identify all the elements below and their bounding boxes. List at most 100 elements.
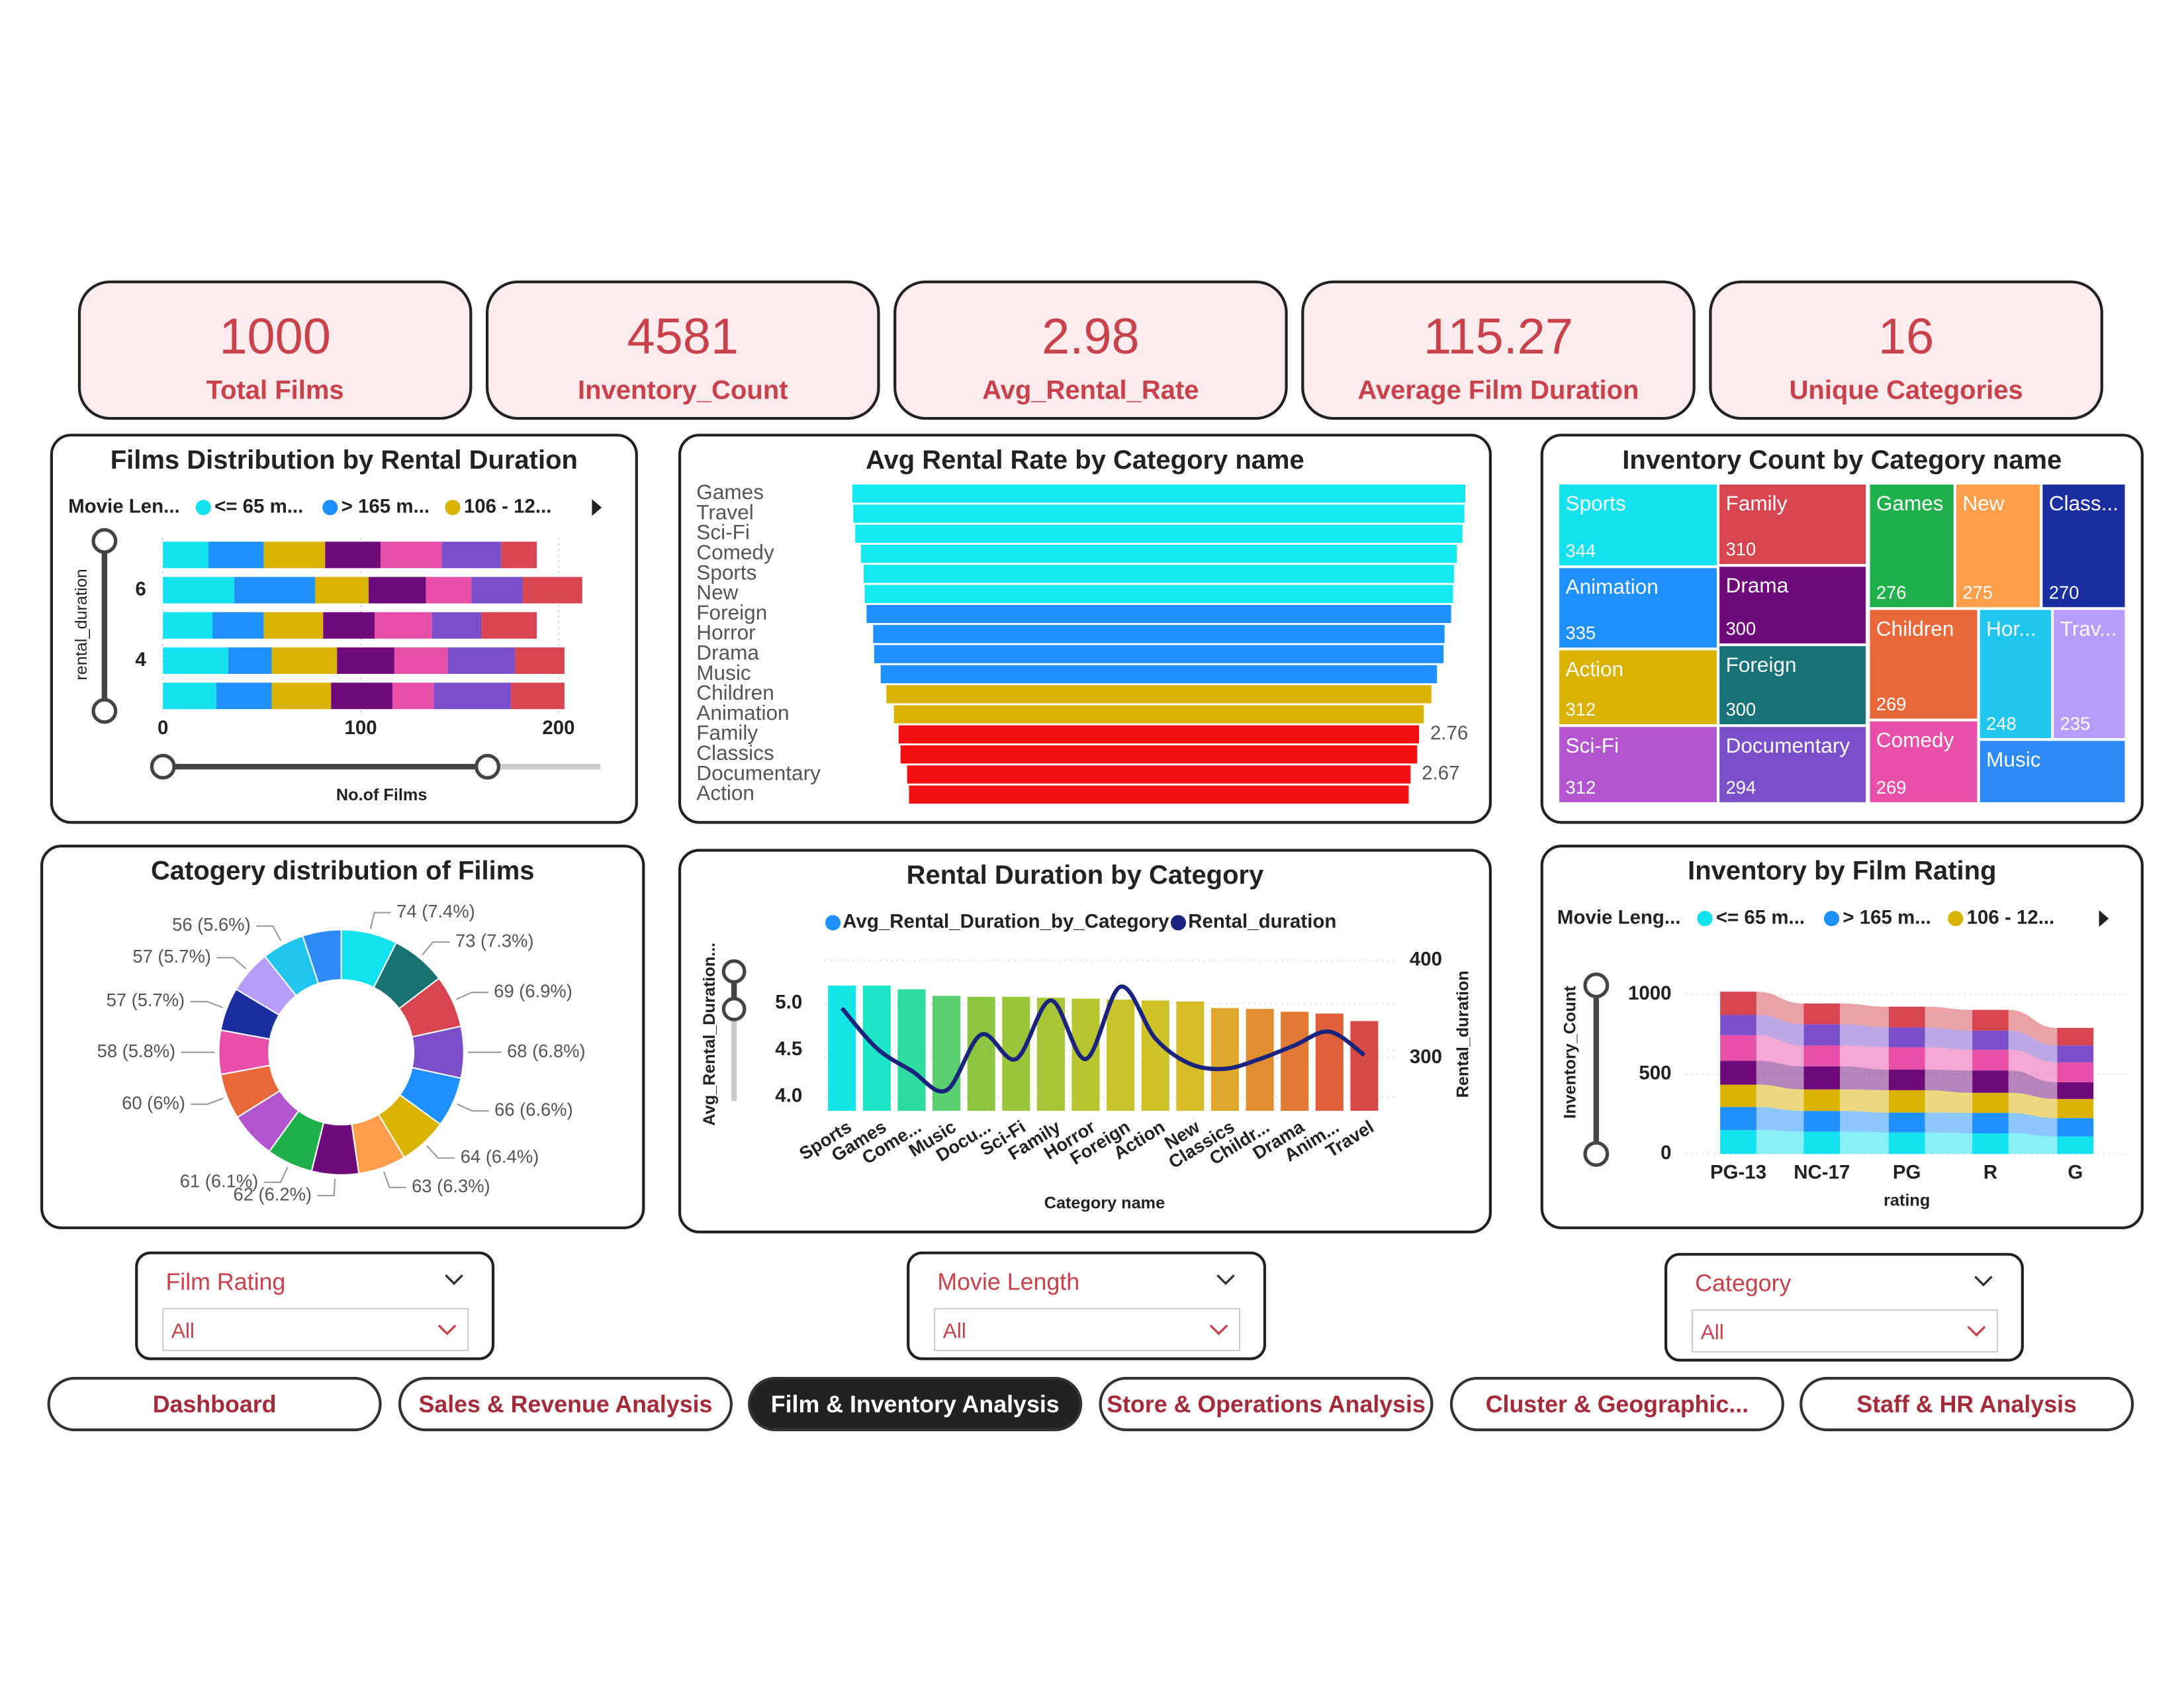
- tile-value: 270: [2049, 582, 2079, 602]
- bar: [933, 996, 961, 1111]
- legend-label: <= 65 m...: [214, 496, 303, 518]
- kpi-label: Avg_Rental_Rate: [982, 376, 1199, 405]
- data-label: 2.67: [1422, 763, 1459, 784]
- ribbon-segment: [1972, 1009, 2009, 1031]
- treemap-tile: [1557, 567, 1719, 649]
- y-axis-title: rental_duration: [72, 569, 91, 680]
- slicer-dropdown[interactable]: [1692, 1309, 1999, 1353]
- nav-label[interactable]: Dashboard: [153, 1391, 277, 1418]
- funnel-bar: [855, 524, 1463, 543]
- slicer-dropdown[interactable]: [934, 1307, 1241, 1352]
- ribbon: [2008, 1049, 2058, 1082]
- chevron: [1216, 1274, 1235, 1286]
- ribbon-segment: [1972, 1049, 2009, 1071]
- y2-tick-label: 400: [1410, 949, 1442, 970]
- x-tick-label: PG: [1893, 1162, 1921, 1184]
- kpi-label: Average Film Duration: [1358, 376, 1639, 405]
- legend-more[interactable]: [2099, 910, 2109, 927]
- slider-handle[interactable]: [721, 959, 747, 984]
- category-label: Travel: [696, 500, 753, 524]
- funnel-bar: [893, 705, 1424, 724]
- treemap-tile: [1718, 565, 1868, 645]
- legend-more[interactable]: [592, 499, 602, 516]
- x-tick-label: 0: [158, 717, 168, 739]
- y-axis-title: Avg_Rental_Duration...: [700, 943, 719, 1126]
- legend-label: > 165 m...: [341, 496, 430, 518]
- kpi-label: Inventory_Count: [578, 376, 788, 405]
- ribbon-segment: [1803, 1111, 1841, 1132]
- leader-line: [190, 1000, 223, 1008]
- funnel-bar: [866, 604, 1451, 624]
- line: [840, 984, 1366, 1094]
- tile-label: Documentary: [1726, 733, 1850, 757]
- nav-button[interactable]: [1449, 1377, 1784, 1432]
- bar-segment: [271, 647, 338, 675]
- ribbon-segment: [1720, 1084, 1756, 1107]
- ribbon-segment: [1720, 1060, 1756, 1085]
- nav-label[interactable]: Cluster & Geographic...: [1486, 1391, 1749, 1418]
- bar-segment: [523, 577, 582, 604]
- nav-label[interactable]: Store & Operations Analysis: [1107, 1391, 1426, 1418]
- slider-handle[interactable]: [91, 698, 118, 724]
- category-label: Games: [696, 480, 764, 504]
- chart-title: Avg Rental Rate by Category name: [866, 445, 1304, 475]
- leader-line: [426, 1145, 455, 1159]
- ribbon: [2008, 1030, 2058, 1062]
- ribbon-segment: [1972, 1092, 2009, 1113]
- chart-title: Inventory Count by Category name: [1622, 445, 2062, 475]
- legend-label: Avg_Rental_Duration_by_Category: [842, 911, 1169, 933]
- treemap-tile: [1557, 726, 1719, 804]
- x-tick-label: 200: [542, 717, 574, 739]
- data-label: 61 (6.1%): [180, 1170, 259, 1191]
- ribbon-segment: [1888, 1047, 1925, 1070]
- data-label: 64 (6.4%): [461, 1147, 539, 1167]
- slider-handle[interactable]: [1583, 1141, 1610, 1167]
- ribbon-segment: [1720, 1035, 1756, 1061]
- nav-button[interactable]: [1799, 1377, 2134, 1432]
- tile-value: 335: [1566, 622, 1596, 643]
- leader-line: [383, 1171, 406, 1188]
- slider-handle[interactable]: [1583, 972, 1610, 999]
- nav-button[interactable]: [47, 1377, 382, 1432]
- bar-segment: [228, 647, 272, 675]
- ribbon: [1925, 1006, 1973, 1031]
- nav-button[interactable]: [1099, 1377, 1433, 1432]
- slider-handle[interactable]: [91, 528, 118, 554]
- bar: [1210, 1008, 1240, 1111]
- bar-segment: [163, 682, 216, 710]
- legend-label: 106 - 12...: [1967, 906, 2055, 928]
- category-label: Foreign: [696, 600, 767, 624]
- category-label: Comedy: [696, 540, 774, 564]
- leader-line: [456, 1103, 489, 1112]
- ribbon-segment: [2057, 1082, 2094, 1100]
- slicer-value: All: [1701, 1320, 1724, 1344]
- tile-value: 300: [1726, 699, 1756, 720]
- nav-label[interactable]: Sales & Revenue Analysis: [418, 1391, 712, 1418]
- x-axis-title: No.of Films: [336, 786, 427, 804]
- funnel-bar: [907, 765, 1411, 784]
- data-label: 60 (6%): [122, 1092, 185, 1113]
- chart-title: Inventory by Film Rating: [1688, 857, 1996, 886]
- ribbon: [1756, 1107, 1804, 1132]
- bar-segment: [433, 682, 512, 710]
- slider-handle[interactable]: [721, 996, 747, 1021]
- ribbon: [1840, 1089, 1889, 1113]
- ribbon-segment: [2057, 1099, 2094, 1119]
- bar-segment: [331, 682, 392, 710]
- legend-swatch: [1823, 911, 1840, 927]
- nav-label[interactable]: Film & Inventory Analysis: [771, 1391, 1060, 1418]
- legend-swatch: [1170, 915, 1187, 931]
- nav-button[interactable]: [748, 1377, 1083, 1432]
- chart-title: Catogery distribution of Filims: [151, 857, 535, 886]
- slider-handle[interactable]: [150, 753, 176, 780]
- tile-value: 300: [1726, 618, 1756, 639]
- data-label: 69 (6.9%): [494, 980, 572, 1001]
- slider-handle[interactable]: [475, 753, 501, 780]
- nav-button[interactable]: [398, 1377, 733, 1432]
- bar: [1176, 1001, 1205, 1111]
- slicer-dropdown[interactable]: [162, 1307, 469, 1352]
- nav-label[interactable]: Staff & HR Analysis: [1856, 1391, 2077, 1418]
- bar-segment: [501, 541, 537, 569]
- chart-title: Films Distribution by Rental Duration: [111, 445, 578, 475]
- funnel-bar: [880, 665, 1437, 684]
